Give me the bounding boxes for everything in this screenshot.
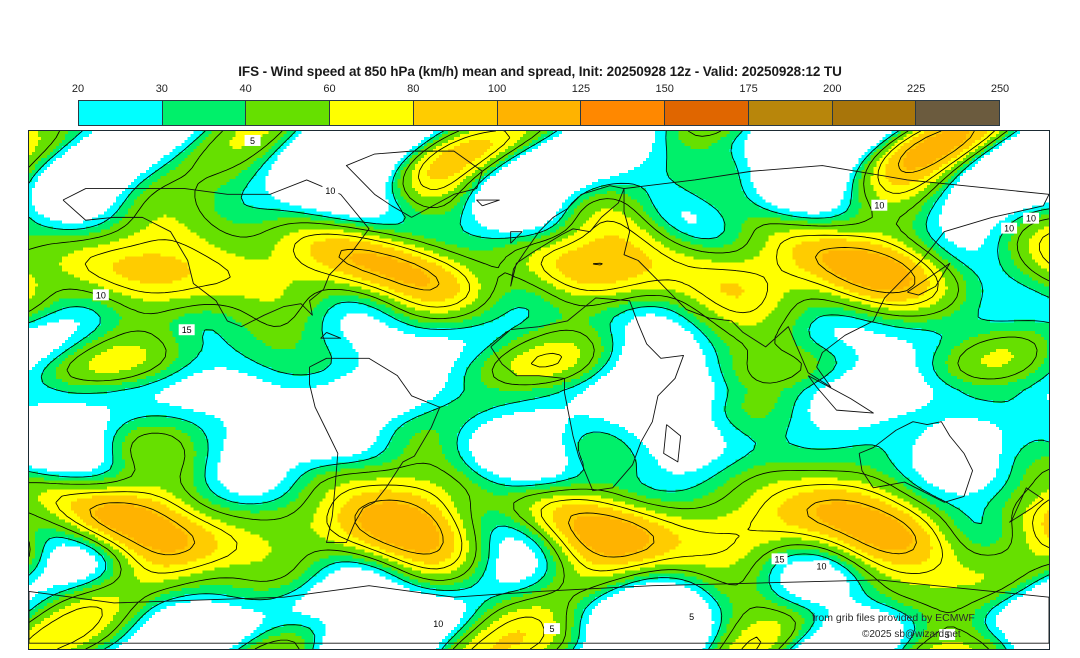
contour-label: 15	[775, 554, 785, 564]
colorbar-segment	[246, 101, 331, 125]
contour-label-bg	[1023, 212, 1040, 224]
spread-contour-line	[89, 131, 975, 558]
colorbar-segment	[497, 101, 582, 125]
contour-label-bg	[813, 560, 830, 572]
colorbar-segment	[832, 101, 917, 125]
coastlines	[29, 150, 1049, 644]
colorbar-tick: 80	[407, 83, 420, 95]
contour-label-bg	[771, 553, 788, 565]
colorbar-tick-labels: 20 30 40 60 80 100 125 150 175 200 225 250	[72, 83, 1009, 99]
colorbar-tick: 60	[323, 83, 336, 95]
wind-speed-band	[29, 131, 1049, 649]
coastline	[1009, 487, 1044, 523]
contour-label: 10	[816, 561, 826, 571]
wind-speed-band	[29, 131, 1049, 649]
coastline	[510, 185, 625, 287]
coastline	[907, 262, 951, 296]
colorbar-tick: 40	[239, 83, 252, 95]
weather-map[interactable]: 10 10 15 10 10 10 5 5 5 5 10 15 10	[28, 130, 1050, 650]
colorbar-tick: 250	[990, 83, 1010, 95]
contour-label: 5	[945, 630, 950, 640]
coastline	[345, 150, 483, 218]
contour-label: 10	[433, 619, 443, 629]
wind-speed-field	[29, 131, 1049, 649]
coastline	[807, 375, 874, 414]
contour-label: 5	[689, 612, 694, 622]
wind-speed-band	[29, 131, 1049, 649]
contour-label: 10	[325, 186, 335, 196]
contour-label-bg	[1001, 222, 1018, 234]
page-title: IFS - Wind speed at 850 hPa (km/h) mean …	[238, 64, 842, 79]
colorbar-segment	[162, 101, 247, 125]
contour-label-bg	[178, 324, 195, 336]
colorbar-segment	[748, 101, 833, 125]
colorbar-tick: 225	[906, 83, 926, 95]
contour-labels: 10 10 15 10 10 10 5 5 5 5 10 15 10	[92, 134, 1040, 641]
coastline	[320, 332, 342, 339]
contour-label-bg	[244, 134, 261, 146]
colorbar-gradient	[78, 100, 1000, 126]
wind-speed-band	[70, 131, 1049, 649]
coastline	[490, 297, 684, 492]
spread-contour-line	[29, 131, 1049, 649]
spread-contours	[29, 131, 1049, 649]
colorbar-tick: 100	[487, 83, 507, 95]
wind-speed-band	[29, 131, 1049, 649]
contour-label: 10	[1004, 224, 1014, 234]
spread-contour-line	[29, 131, 1049, 649]
colorbar-tick: 30	[155, 83, 168, 95]
colorbar-segment	[330, 101, 414, 125]
coastline	[663, 424, 682, 463]
attribution-copyright: ©2025 sb@wizard.net	[862, 629, 961, 640]
colorbar-tick: 20	[71, 83, 85, 95]
colorbar-segment	[916, 101, 1000, 125]
contour-label-bg	[92, 289, 109, 301]
colorbar-tick: 175	[739, 83, 758, 95]
contour-label: 5	[250, 136, 255, 146]
coastline	[62, 179, 370, 328]
contour-label-bg	[871, 199, 888, 211]
contour-label: 10	[1026, 214, 1036, 224]
colorbar-tick: 200	[823, 83, 842, 95]
contour-label: 10	[874, 201, 884, 211]
colorbar-tick: 125	[571, 83, 591, 95]
contour-label-bg	[683, 611, 700, 623]
contour-label-bg	[543, 623, 560, 635]
coastline	[29, 579, 1049, 644]
coastline	[309, 357, 441, 543]
contour-label: 15	[182, 325, 192, 335]
coastline	[510, 231, 523, 244]
contour-label-bg	[322, 184, 339, 196]
contour-label: 10	[96, 290, 106, 300]
colorbar: 20 30 40 60 80 100 125 150 175 200 225 250	[72, 83, 1009, 126]
contour-label-bg	[430, 618, 447, 630]
colorbar-segment	[665, 101, 749, 125]
contour-label: 5	[549, 624, 554, 634]
colorbar-tick: 150	[655, 83, 674, 95]
contour-label-bg	[939, 629, 956, 641]
map-canvas: 10 10 15 10 10 10 5 5 5 5 10 15 10	[29, 131, 1049, 649]
colorbar-segment	[413, 101, 498, 125]
attribution-source: from grib files provided by ECMWF	[812, 612, 975, 624]
colorbar-segment	[79, 101, 163, 125]
colorbar-segment	[581, 101, 666, 125]
coastline	[623, 165, 1049, 388]
coastline	[858, 421, 973, 503]
coastline	[476, 199, 500, 207]
